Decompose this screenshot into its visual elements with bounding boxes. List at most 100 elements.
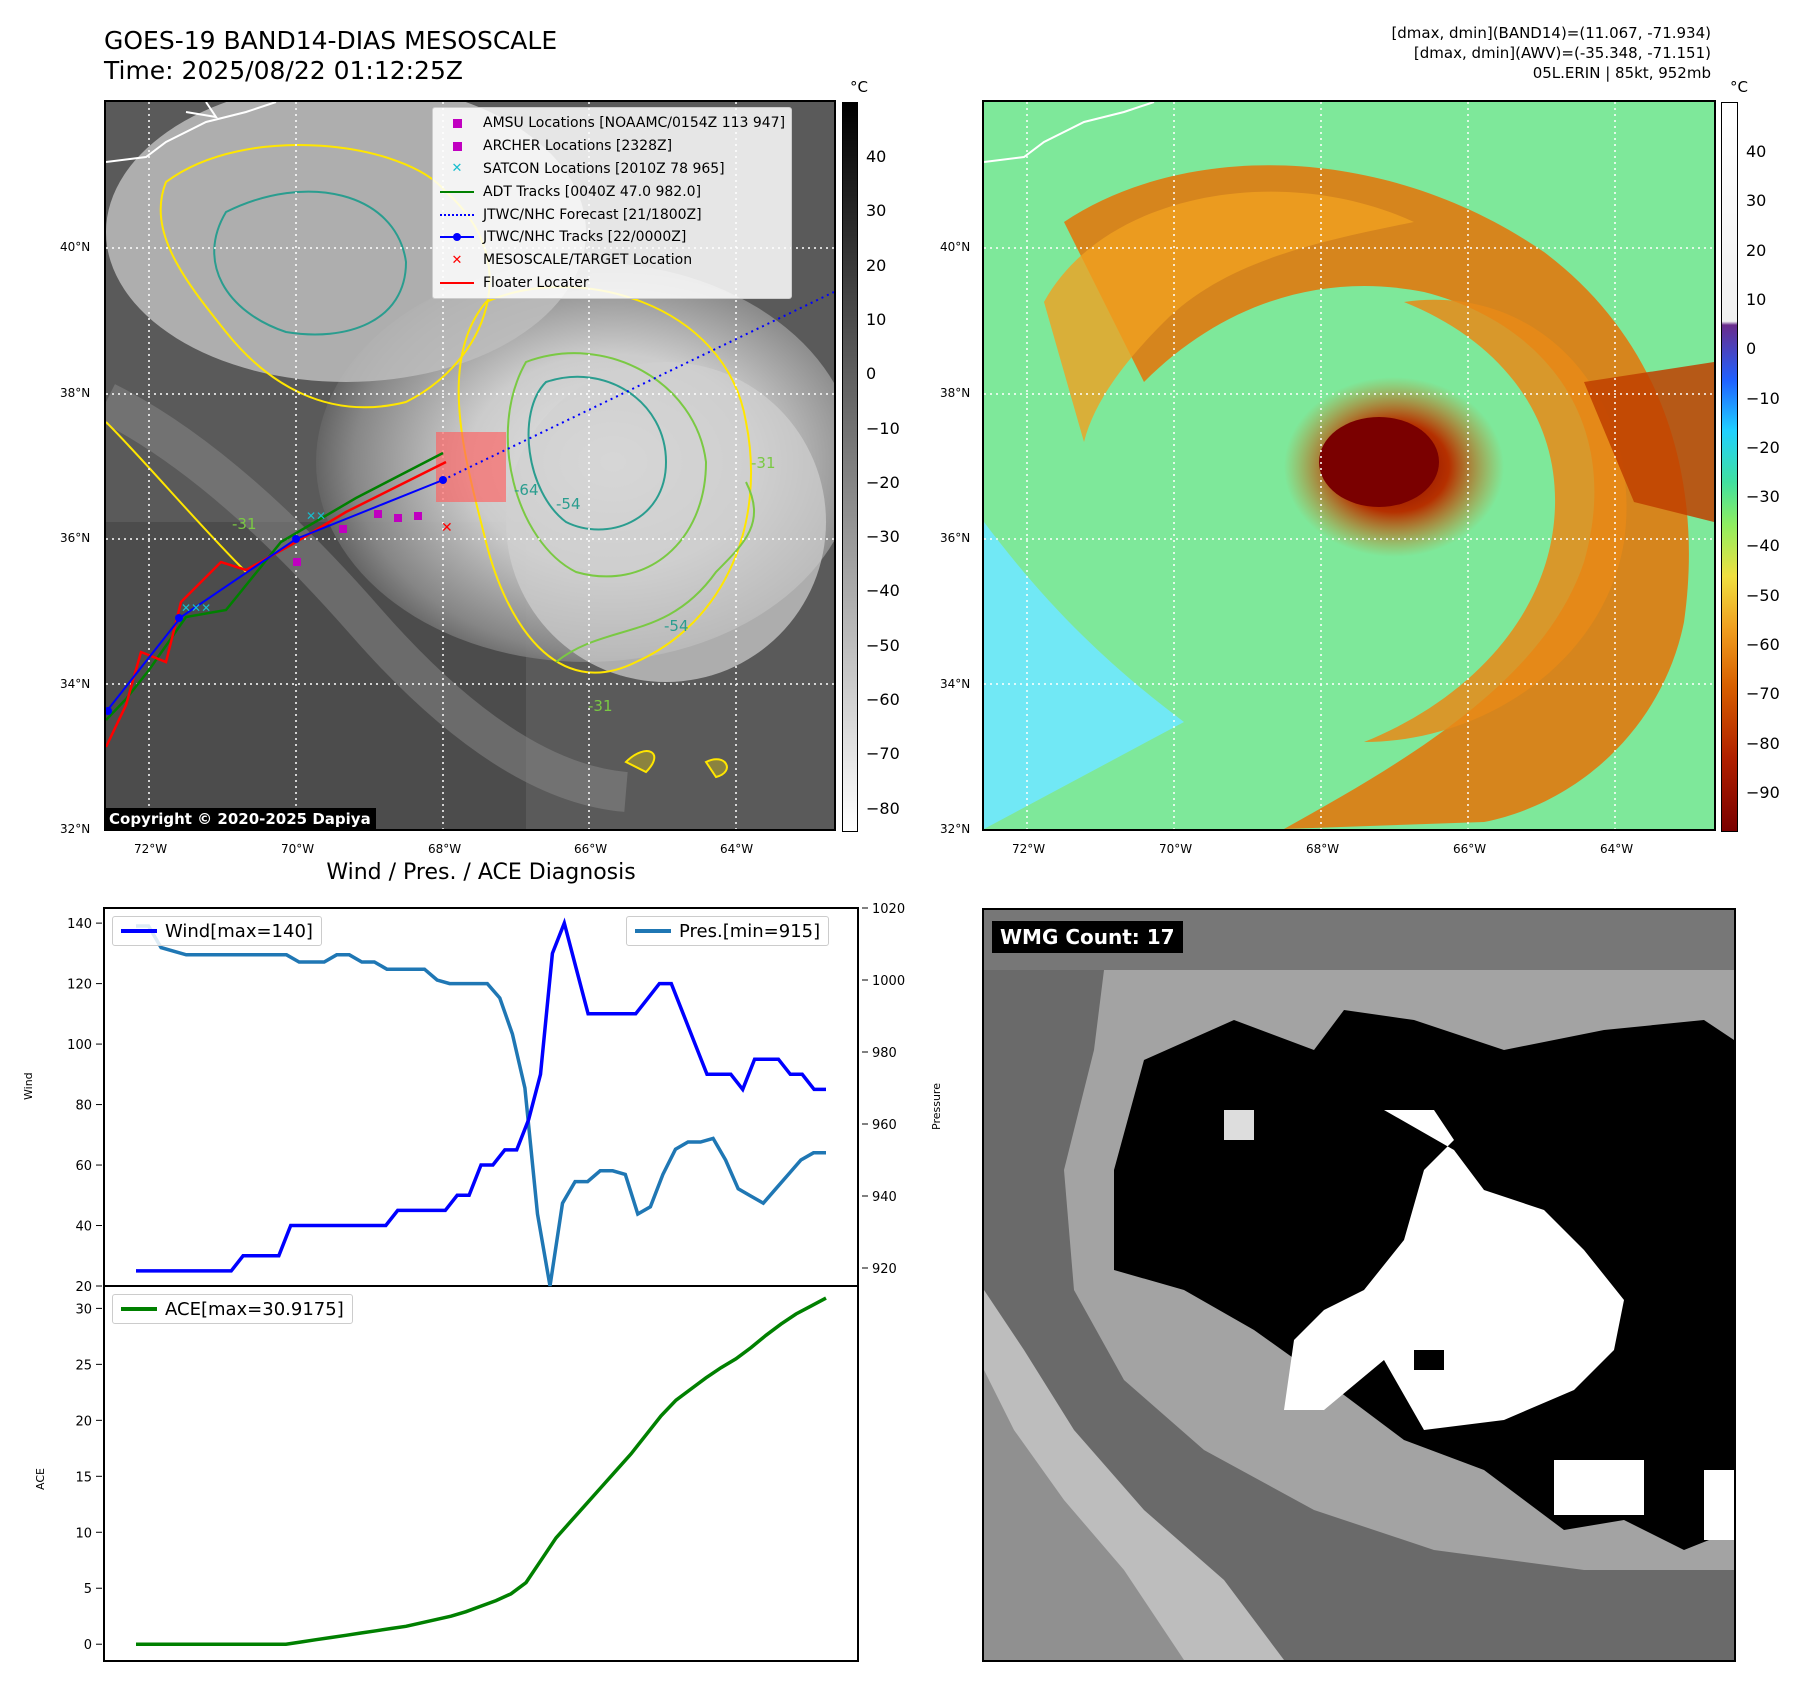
lon-tick: 64°W xyxy=(720,842,754,856)
lat-tick: 40°N xyxy=(60,240,91,254)
legend-label: ARCHER Locations [2328Z] xyxy=(483,138,673,155)
x-marker-icon: ✕ xyxy=(451,252,463,268)
pressure-legend: Pres.[min=915] xyxy=(626,916,830,946)
wmg-image xyxy=(984,910,1734,1660)
colorbar-tick: 0 xyxy=(1746,339,1757,359)
colorbar-tick: −80 xyxy=(866,798,900,818)
axis-tick-label: 960 xyxy=(872,1118,897,1133)
axis-tick-label: 100 xyxy=(67,1038,92,1053)
colorbar-tick: −50 xyxy=(866,635,900,655)
lon-tick: 66°W xyxy=(574,842,608,856)
legend-label: MESOSCALE/TARGET Location xyxy=(483,252,693,269)
colorbar-tick: 0 xyxy=(866,364,877,384)
axis-tick-label: 30 xyxy=(75,1302,92,1317)
square-marker-icon xyxy=(439,140,475,152)
legend-item-amsu: AMSU Locations [NOAAMC/0154Z 113 947] xyxy=(439,112,785,135)
lat-tick: 34°N xyxy=(60,677,91,691)
legend-item-forecast: JTWC/NHC Forecast [21/1800Z] xyxy=(439,203,785,226)
wind-axis-label: Wind xyxy=(22,1072,35,1100)
page-title: GOES-19 BAND14-DIAS MESOSCALE xyxy=(104,26,558,55)
axis-tick-label: 10 xyxy=(75,1526,92,1541)
legend-item-archer: ARCHER Locations [2328Z] xyxy=(439,135,785,158)
lon-tick: 72°W xyxy=(1012,842,1046,856)
colorbar-tick: −70 xyxy=(866,744,900,764)
colorbar-tick: −10 xyxy=(866,418,900,438)
colorbar-tick: −90 xyxy=(1746,782,1780,802)
colorbar-tick: −60 xyxy=(866,690,900,709)
line-icon xyxy=(439,186,475,198)
legend-label: JTWC/NHC Forecast [21/1800Z] xyxy=(483,206,702,223)
lat-tick: 38°N xyxy=(60,386,91,400)
square-marker-icon xyxy=(439,117,475,129)
contour-label: -54 xyxy=(664,617,689,635)
legend-item-satcon: ✕ SATCON Locations [2010Z 78 965] xyxy=(439,158,785,181)
colorbar-tick: 40 xyxy=(1746,142,1767,161)
ace-axis-label: ACE xyxy=(34,1468,47,1490)
line-dot-icon xyxy=(439,231,475,243)
lat-tick: 34°N xyxy=(940,677,971,691)
axis-tick-label: 25 xyxy=(75,1358,92,1373)
svg-text:✕✕: ✕✕ xyxy=(306,509,326,523)
storm-info: 05L.ERIN | 85kt, 952mb xyxy=(1532,64,1711,82)
axis-tick-label: 20 xyxy=(75,1280,92,1295)
map-legend: AMSU Locations [NOAAMC/0154Z 113 947] AR… xyxy=(432,107,793,300)
axis-tick-label: 5 xyxy=(84,1582,92,1597)
band14-minmax: [dmax, dmin](BAND14)=(11.067, -71.934) xyxy=(1391,24,1711,42)
wmg-panel xyxy=(982,908,1736,1662)
colorbar-tick: 10 xyxy=(866,309,887,329)
legend-item-adt: ADT Tracks [0040Z 47.0 982.0] xyxy=(439,180,785,203)
colorbar-tick: −60 xyxy=(1746,635,1780,654)
lon-tick: 68°W xyxy=(428,842,462,856)
legend-label: JTWC/NHC Tracks [22/0000Z] xyxy=(483,229,687,246)
colorbar-tick: 10 xyxy=(1746,289,1767,309)
lon-tick: 64°W xyxy=(1600,842,1634,856)
axis-tick-label: 140 xyxy=(67,917,92,932)
legend-label: Wind[max=140] xyxy=(165,920,313,942)
colorbar-tick: 20 xyxy=(1746,240,1767,260)
axis-tick-label: 60 xyxy=(75,1159,92,1174)
svg-text:✕: ✕ xyxy=(441,520,453,536)
colorbar-awv xyxy=(1721,102,1738,832)
wind-series-line xyxy=(136,917,826,1273)
contour-label: -31 xyxy=(751,454,776,472)
colorbar-unit: °C xyxy=(850,78,868,96)
legend-item-tracks: JTWC/NHC Tracks [22/0000Z] xyxy=(439,226,785,249)
lon-tick: 70°W xyxy=(1159,842,1193,856)
legend-item-floater: Floater Locater xyxy=(439,272,785,295)
contour-label: -54 xyxy=(556,495,581,513)
awv-map xyxy=(984,102,1714,829)
dotted-line-icon xyxy=(439,209,475,221)
lat-tick: 36°N xyxy=(60,531,91,545)
lat-tick: 40°N xyxy=(940,240,971,254)
lon-tick: 66°W xyxy=(1453,842,1487,856)
axis-tick-label: 980 xyxy=(872,1046,897,1061)
contour-label: -64 xyxy=(514,481,539,499)
axis-tick-label: 1020 xyxy=(872,902,905,917)
legend-label: SATCON Locations [2010Z 78 965] xyxy=(483,160,725,177)
axis-tick-label: 940 xyxy=(872,1190,897,1205)
colorbar-tick: −40 xyxy=(866,581,900,601)
line-icon xyxy=(121,925,157,937)
ace-legend: ACE[max=30.9175] xyxy=(112,1294,353,1324)
axis-tick-label: 1000 xyxy=(872,974,905,989)
colorbar-unit: °C xyxy=(1730,78,1748,96)
axis-tick-label: 0 xyxy=(84,1638,92,1653)
legend-item-target: ✕ MESOSCALE/TARGET Location xyxy=(439,249,785,272)
ace-series-line xyxy=(136,1296,827,1646)
legend-label: Pres.[min=915] xyxy=(679,920,821,942)
line-icon xyxy=(439,277,475,289)
colorbar-tick: −70 xyxy=(1746,684,1780,704)
colorbar-tick: 40 xyxy=(866,147,887,166)
colorbar-gray xyxy=(842,102,858,832)
colorbar-tick: 20 xyxy=(866,255,887,275)
colorbar-tick: −40 xyxy=(1746,536,1780,556)
lon-tick: 72°W xyxy=(134,842,168,856)
copyright-badge: Copyright © 2020-2025 Dapiya xyxy=(104,808,376,830)
legend-label: AMSU Locations [NOAAMC/0154Z 113 947] xyxy=(483,115,786,132)
wmg-count-badge: WMG Count: 17 xyxy=(992,921,1183,953)
line-icon xyxy=(635,925,671,937)
timestamp: Time: 2025/08/22 01:12:25Z xyxy=(104,56,463,85)
axis-tick-label: 20 xyxy=(75,1414,92,1429)
colorbar-tick: −80 xyxy=(1746,733,1780,753)
